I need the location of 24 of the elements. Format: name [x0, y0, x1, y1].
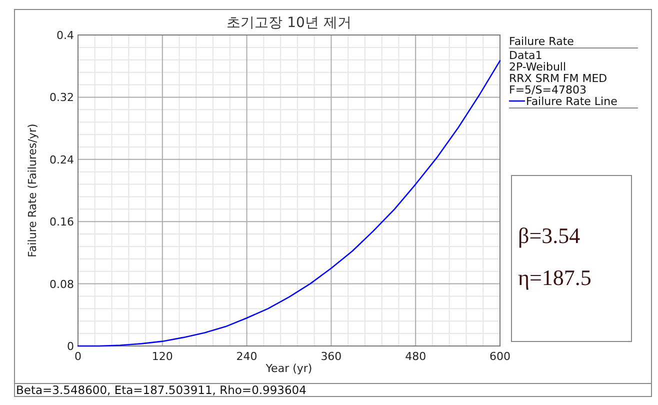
text: Beta=3.548600, Eta=187.503911, Rho=0.993604 — [16, 383, 306, 397]
y-tick-label: 0 — [67, 340, 74, 353]
x-axis-title: Year (yr) — [264, 362, 312, 375]
text: 2P-Weibull — [509, 60, 566, 74]
y-tick-label: 0.4 — [56, 29, 74, 42]
x-tick-label: 600 — [490, 350, 510, 363]
y-tick-label: 0.08 — [50, 278, 74, 291]
text: β=3.54 — [518, 223, 580, 248]
text: F=5/S=47803 — [509, 84, 586, 96]
x-tick-label: 360 — [320, 350, 342, 363]
chart-title: 초기고장 10년 제거 — [226, 15, 352, 31]
y-axis-title: Failure Rate (Failures/yr) — [26, 124, 39, 258]
y-tick-label: 0.24 — [50, 153, 74, 166]
y-tick-label: 0.32 — [50, 91, 74, 104]
line-series — [77, 60, 501, 347]
x-tick-label: 120 — [152, 350, 173, 363]
x-tick-label: 480 — [405, 350, 426, 363]
legend-title: Failure Rate — [509, 35, 574, 48]
text: Data1 — [509, 49, 542, 62]
text: RRX SRM FM MED — [509, 72, 608, 85]
y-tick-label: 0.16 — [50, 216, 74, 229]
legend-label: Failure Rate Line — [526, 95, 618, 108]
x-tick-label: 240 — [236, 350, 258, 363]
text: η=187.5 — [518, 265, 592, 290]
